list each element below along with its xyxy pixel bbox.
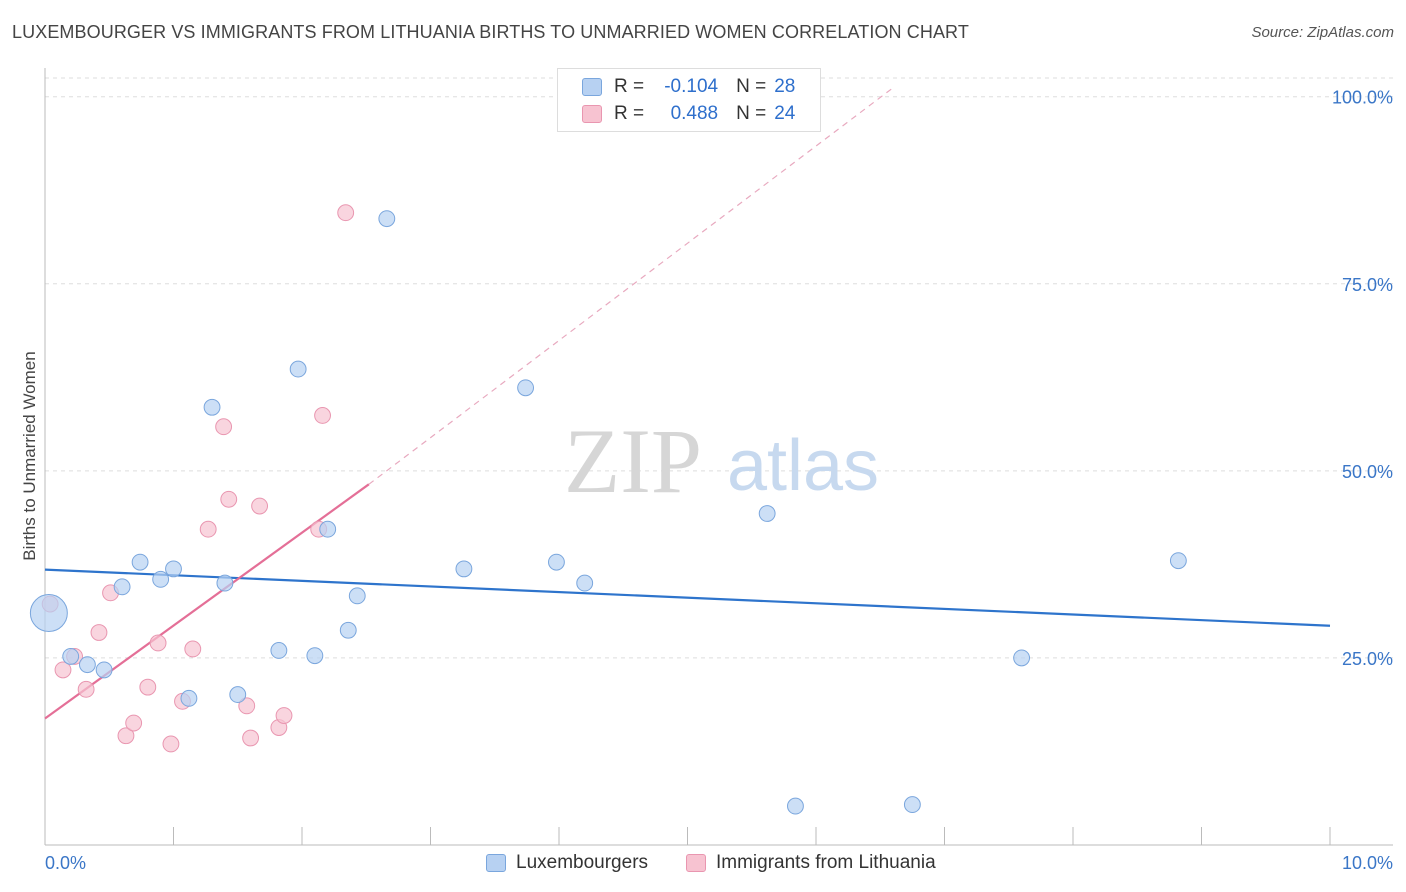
bottom-legend-lithuania: Immigrants from Lithuania <box>686 852 936 874</box>
point-luxembourgers <box>903 796 921 814</box>
point-lithuania <box>242 729 260 747</box>
tick-labels: 25.0% 50.0% 75.0% 100.0% 0.0% 10.0% <box>45 88 1393 873</box>
point-luxembourgers <box>229 686 247 704</box>
point-lithuania <box>117 727 135 745</box>
point-luxembourgers <box>306 647 324 665</box>
watermark-atlas: atlas <box>727 426 879 506</box>
point-luxembourgers <box>517 379 535 397</box>
point-lithuania <box>139 678 157 696</box>
bottom-legend-luxembourgers: Luxembourgers <box>486 852 648 874</box>
legend-swatch-blue <box>582 78 602 96</box>
bottom-legend-label-luxembourgers: Luxembourgers <box>516 852 649 873</box>
point-lithuania <box>314 407 331 424</box>
data-points <box>29 204 1187 815</box>
y-tick-label: 75.0% <box>1342 275 1393 295</box>
legend-n-value: 28 <box>774 76 796 97</box>
watermark-zip: ZIP <box>564 410 702 512</box>
point-luxembourgers <box>203 398 221 416</box>
point-lithuania <box>238 697 256 715</box>
legend-n-label: N = <box>736 76 767 97</box>
chart-title: LUXEMBOURGER VS IMMIGRANTS FROM LITHUANI… <box>12 22 969 42</box>
point-lithuania <box>199 520 217 538</box>
point-luxembourgers <box>152 570 170 588</box>
legend-n-value: 24 <box>774 103 796 124</box>
point-luxembourgers <box>131 553 149 571</box>
point-lithuania <box>337 204 355 222</box>
bottom-legend-swatch-blue <box>486 854 506 872</box>
point-lithuania <box>54 661 72 679</box>
y-tick-label: 25.0% <box>1342 649 1393 669</box>
watermark: ZIP atlas <box>564 410 879 512</box>
legend-swatch-pink <box>582 105 602 123</box>
point-luxembourgers <box>78 656 96 674</box>
point-luxembourgers <box>1013 649 1031 667</box>
point-lithuania <box>77 680 95 698</box>
source-label: Source: ZipAtlas.com <box>1251 24 1394 41</box>
point-lithuania <box>251 497 269 515</box>
trend-line-luxembourgers <box>44 568 1331 627</box>
y-tick-label: 100.0% <box>1332 88 1393 108</box>
stats-legend: R = -0.104 N = 28 R = 0.488 N = 24 <box>557 68 821 132</box>
bottom-legend-swatch-pink <box>686 854 706 872</box>
point-luxembourgers <box>319 520 337 538</box>
axes <box>44 68 1393 846</box>
point-luxembourgers <box>29 594 68 633</box>
trend-lines <box>44 87 1331 720</box>
y-tick-label: 50.0% <box>1342 462 1393 482</box>
point-luxembourgers <box>95 661 113 679</box>
legend-r-label: R = <box>614 103 645 124</box>
point-lithuania <box>184 640 202 658</box>
point-luxembourgers <box>548 553 565 571</box>
point-luxembourgers <box>180 689 198 707</box>
point-luxembourgers <box>348 587 366 605</box>
point-lithuania <box>215 418 233 436</box>
point-luxembourgers <box>339 621 357 639</box>
legend-row-lithuania: R = 0.488 N = 24 <box>582 101 795 127</box>
point-luxembourgers <box>455 560 473 578</box>
point-luxembourgers <box>1169 552 1187 570</box>
point-lithuania <box>220 490 238 508</box>
point-luxembourgers <box>270 642 288 659</box>
point-luxembourgers <box>62 648 80 665</box>
legend-n-label: N = <box>736 103 767 124</box>
point-luxembourgers <box>576 574 594 592</box>
point-luxembourgers <box>216 574 234 592</box>
point-luxembourgers <box>758 505 776 522</box>
point-lithuania <box>162 735 180 753</box>
point-luxembourgers <box>787 797 804 815</box>
point-lithuania <box>90 624 108 641</box>
point-luxembourgers <box>289 360 307 378</box>
point-luxembourgers <box>378 210 396 228</box>
legend-r-label: R = <box>614 76 645 97</box>
bottom-legend-label-lithuania: Immigrants from Lithuania <box>716 852 936 873</box>
point-lithuania <box>125 714 143 732</box>
legend-row-luxembourgers: R = -0.104 N = 28 <box>582 74 795 100</box>
x-tick-label: 0.0% <box>45 853 86 873</box>
point-lithuania <box>275 707 293 724</box>
legend-r-value: 0.488 <box>670 103 719 124</box>
point-lithuania <box>149 634 167 652</box>
legend-r-value: -0.104 <box>664 76 719 97</box>
point-luxembourgers <box>165 560 182 578</box>
x-tick-label: 10.0% <box>1342 853 1393 873</box>
point-luxembourgers <box>113 578 131 596</box>
trend-line-lithuania <box>44 483 370 720</box>
